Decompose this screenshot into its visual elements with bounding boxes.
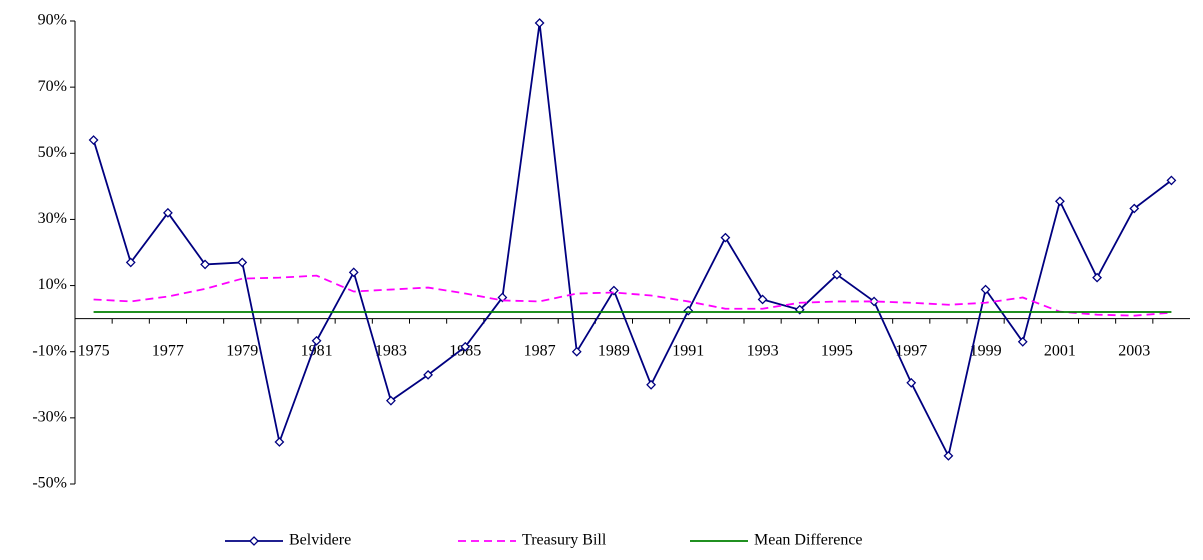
legend-marker: [249, 536, 259, 546]
point: [794, 304, 805, 315]
point: [534, 18, 545, 28]
x-tick-label: 1989: [598, 342, 630, 359]
x-tick-label: 1991: [672, 342, 704, 359]
point: [869, 296, 880, 307]
point: [683, 305, 694, 316]
point: [125, 257, 136, 268]
legend-label: Mean Difference: [754, 532, 863, 549]
point: [423, 369, 434, 380]
x-tick-label: 1997: [895, 342, 927, 359]
point: [348, 267, 359, 278]
series-line: [92, 22, 1172, 459]
x-tick-label: 2001: [1044, 342, 1076, 359]
point: [1129, 203, 1140, 214]
x-tick-label: 2003: [1118, 342, 1150, 359]
y-tick-label: 90%: [38, 12, 67, 29]
point: [1017, 336, 1028, 347]
point: [906, 377, 917, 388]
point: [200, 259, 211, 270]
x-tick-label: 1999: [970, 342, 1002, 359]
y-tick-label: 70%: [38, 78, 67, 95]
point: [237, 257, 248, 268]
point: [980, 284, 991, 295]
point: [1092, 272, 1102, 283]
x-tick-label: 1979: [226, 342, 258, 359]
point: [497, 292, 508, 303]
point: [646, 379, 657, 390]
series-line: [93, 274, 1172, 317]
x-tick-label: 1993: [747, 342, 779, 359]
point: [274, 437, 285, 447]
point: [757, 294, 768, 305]
point: [162, 207, 173, 218]
y-tick-label: -30%: [32, 409, 67, 426]
legend-label: Belvidere: [289, 532, 351, 549]
point: [88, 135, 99, 145]
y-tick-label: 10%: [38, 276, 67, 293]
point: [831, 269, 842, 280]
y-tick-label: 50%: [38, 144, 67, 161]
x-tick-label: 1977: [152, 342, 184, 359]
point: [1166, 175, 1177, 186]
x-tick-label: 1995: [821, 342, 853, 359]
x-tick-label: 1975: [78, 342, 110, 359]
point: [311, 335, 322, 346]
x-tick-label: 1983: [375, 342, 407, 359]
point: [943, 450, 954, 461]
point: [1055, 196, 1065, 207]
point: [385, 395, 396, 406]
y-tick-label: -50%: [32, 475, 67, 492]
x-tick-label: 1981: [301, 342, 333, 359]
point: [571, 346, 582, 357]
y-tick-label: 30%: [38, 210, 67, 227]
y-tick-label: -10%: [32, 342, 67, 359]
point: [460, 341, 471, 352]
x-tick-label: 1987: [524, 342, 556, 359]
legend-label: Treasury Bill: [522, 532, 607, 549]
point: [720, 232, 731, 243]
